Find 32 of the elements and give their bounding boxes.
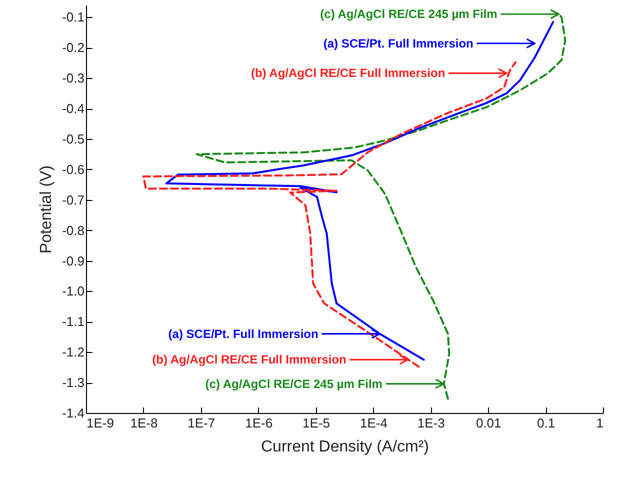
annotation: (b) Ag/AgCl RE/CE Full Immersion [152, 352, 346, 367]
x-tick-label: 1E-9 [86, 416, 114, 430]
x-tick-label: 1E-4 [360, 416, 388, 430]
y-tick-label: -0.5 [62, 131, 84, 146]
x-tick-label: 0.1 [537, 416, 556, 430]
x-tick-label: 1E-8 [130, 416, 158, 430]
y-tick-label: -0.3 [62, 70, 84, 86]
x-tick-label: 1E-3 [417, 416, 445, 430]
annotation: (a) SCE/Pt. Full Immersion [323, 36, 474, 50]
x-tick-label: 1E-5 [302, 416, 330, 430]
y-tick-label: -0.4 [62, 101, 84, 116]
x-tick-label: 1 [596, 416, 604, 430]
y-tick-label: -0.9 [62, 253, 84, 268]
annotation: (a) SCE/Pt. Full Immersion [168, 326, 318, 341]
y-tick-label: -1.3 [62, 375, 84, 390]
y-axis-title: Potential (V) [38, 165, 56, 254]
x-tick-label: 1E-7 [188, 416, 216, 430]
y-tick-label: -0.1 [62, 10, 84, 25]
x-tick-label: 0.01 [476, 416, 502, 430]
y-tick-label: -1.0 [62, 284, 84, 299]
y-tick-label: -0.8 [62, 222, 84, 238]
y-tick-label: -1.4 [62, 406, 84, 420]
y-tick-label: -0.6 [62, 162, 84, 177]
x-axis-title: Current Density (A/cm²) [260, 438, 430, 456]
x-tick-label: 1E-6 [245, 416, 273, 430]
annotation: (c) Ag/AgCl RE/CE 245 µm Film [205, 376, 382, 391]
annotation: (b) Ag/AgCl RE/CE Full Immersion [250, 66, 446, 80]
y-tick-label: -0.2 [62, 40, 84, 56]
y-tick-label: -1.2 [62, 344, 84, 360]
annotation: (c) Ag/AgCl RE/CE 245 µm Film [320, 7, 498, 22]
y-tick-label: -1.1 [62, 314, 84, 330]
y-tick-label: -0.7 [62, 192, 84, 208]
